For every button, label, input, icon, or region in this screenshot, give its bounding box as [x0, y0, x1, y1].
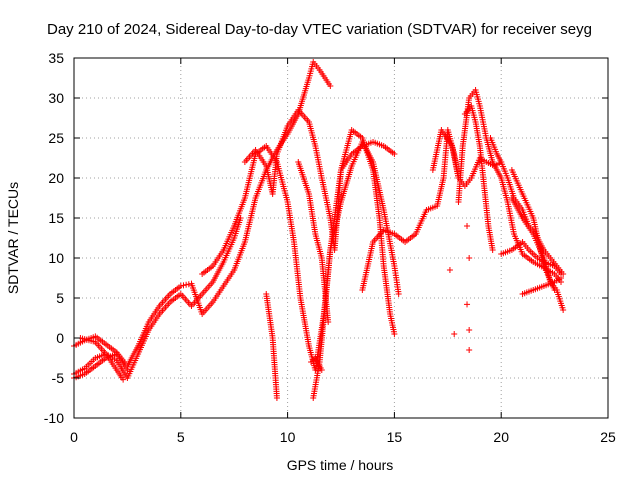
- plot-frame: [73, 57, 609, 419]
- series-track-d: [77, 335, 127, 383]
- data-point: [183, 281, 190, 288]
- data-point: [273, 395, 280, 401]
- series-track-h: [295, 159, 332, 325]
- y-tick-label: 0: [56, 330, 64, 346]
- y-tick-label: 20: [48, 170, 64, 186]
- data-point: [466, 255, 473, 261]
- gridlines: [74, 58, 608, 418]
- x-tick-label: 25: [600, 429, 616, 445]
- data-point: [451, 331, 458, 337]
- y-tick-label: -5: [52, 370, 65, 386]
- x-tick-label: 10: [280, 429, 296, 445]
- series-track-r: [519, 275, 565, 297]
- series-track-g: [263, 291, 280, 401]
- data-point: [446, 267, 453, 273]
- x-axis-ticks: 0 5 10 15 20 25: [70, 58, 616, 445]
- y-tick-label: 15: [48, 210, 64, 226]
- data-point: [558, 275, 565, 281]
- series-track-l: [455, 87, 565, 285]
- series-track-i: [310, 127, 398, 401]
- data-points: [71, 59, 567, 401]
- data-point: [391, 331, 398, 337]
- data-point: [327, 83, 334, 89]
- data-point: [318, 367, 325, 373]
- y-tick-label: 10: [48, 250, 64, 266]
- data-point: [185, 281, 192, 288]
- y-axis-ticks: -10 -5 0 5 10 15 20 25 30 35: [44, 50, 608, 426]
- x-tick-label: 15: [387, 429, 403, 445]
- y-tick-label: 35: [48, 50, 64, 66]
- chart-title: Day 210 of 2024, Sidereal Day-to-day VTE…: [47, 21, 592, 38]
- x-tick-label: 0: [70, 429, 78, 445]
- y-tick-label: -10: [44, 410, 64, 426]
- data-point: [560, 307, 567, 313]
- data-point: [180, 282, 187, 289]
- x-tick-label: 20: [493, 429, 509, 445]
- data-point: [177, 283, 184, 289]
- data-point: [464, 223, 471, 229]
- data-point: [551, 287, 558, 293]
- data-point: [395, 291, 402, 297]
- series-track-o: [498, 239, 565, 277]
- series-track-q: [508, 167, 558, 293]
- series-track-p: [508, 195, 567, 313]
- y-tick-label: 5: [56, 290, 64, 306]
- series-track-s: [446, 223, 473, 353]
- data-point: [466, 347, 473, 353]
- series-track-a: [71, 59, 334, 369]
- data-point: [489, 247, 496, 253]
- series-track-m: [461, 103, 496, 253]
- y-tick-label: 25: [48, 130, 64, 146]
- data-point: [464, 301, 471, 308]
- data-point: [391, 151, 398, 157]
- data-point: [466, 327, 473, 333]
- x-axis-label: GPS time / hours: [287, 457, 394, 473]
- data-point: [124, 367, 131, 373]
- y-tick-label: 30: [48, 90, 64, 106]
- x-tick-label: 5: [177, 429, 185, 445]
- y-axis-label: SDTVAR / TECUs: [5, 182, 21, 294]
- series-track-t: [308, 355, 325, 373]
- data-point: [120, 376, 127, 383]
